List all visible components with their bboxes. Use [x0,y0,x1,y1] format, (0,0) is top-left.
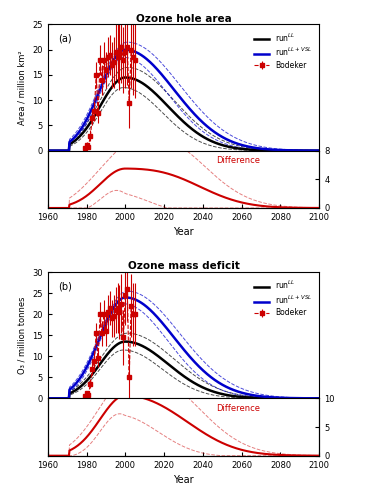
run$^{LL+VSL}$ [193,360,197,366]
run$^{LL+VSL}$ [311,147,316,153]
Title: Ozone hole area: Ozone hole area [136,14,231,24]
Difference [269,204,273,210]
run$^{LL}$ [123,339,128,344]
run$^{LL}$ [269,147,273,153]
run$^{LL}$ [311,395,316,401]
Line: run$^{LL}$: run$^{LL}$ [48,77,319,150]
run$^{LL+VSL}$ [46,147,50,153]
run$^{LL+VSL}$ [177,341,181,346]
run$^{LL+VSL}$ [208,125,212,131]
Text: (a): (a) [59,33,72,43]
Legend: run$^{LL}$, run$^{LL+VSL}$, Bodeker: run$^{LL}$, run$^{LL+VSL}$, Bodeker [251,276,316,320]
Line: run$^{LL+VSL}$: run$^{LL+VSL}$ [48,49,319,150]
Legend: run$^{LL}$, run$^{LL+VSL}$, Bodeker: run$^{LL}$, run$^{LL+VSL}$, Bodeker [251,28,316,73]
run$^{LL+VSL}$ [123,294,128,300]
run$^{LL}$ [177,369,181,375]
Difference [175,174,179,180]
X-axis label: Year: Year [173,475,194,485]
X-axis label: Year: Year [173,227,194,238]
run$^{LL}$ [175,368,179,374]
Difference [317,205,321,211]
run$^{LL}$ [269,395,273,401]
Difference [208,188,212,194]
run$^{LL+VSL}$ [46,395,50,401]
run$^{LL+VSL}$ [208,373,212,379]
Difference [177,174,181,180]
run$^{LL+VSL}$ [175,339,179,344]
run$^{LL}$ [311,147,316,153]
run$^{LL+VSL}$ [311,395,316,401]
Difference [193,181,197,187]
Text: Difference: Difference [216,156,260,165]
Line: run$^{LL}$: run$^{LL}$ [48,342,319,398]
run$^{LL}$ [193,381,197,387]
run$^{LL+VSL}$ [269,394,273,400]
Text: (b): (b) [59,281,72,291]
run$^{LL}$ [177,115,181,121]
Y-axis label: Area / million km²: Area / million km² [18,50,27,125]
Line: run$^{LL+VSL}$: run$^{LL+VSL}$ [48,297,319,398]
run$^{LL}$ [317,395,321,401]
run$^{LL+VSL}$ [177,93,181,99]
Y-axis label: O₃ / million tonnes: O₃ / million tonnes [18,296,27,374]
run$^{LL}$ [193,128,197,134]
run$^{LL}$ [208,388,212,393]
run$^{LL+VSL}$ [269,147,273,152]
Line: Difference: Difference [48,169,319,208]
run$^{LL+VSL}$ [175,91,179,97]
Difference [123,166,128,171]
run$^{LL+VSL}$ [317,395,321,401]
run$^{LL}$ [46,395,50,401]
Difference [46,205,50,211]
Title: Ozone mass deficit: Ozone mass deficit [128,262,239,271]
run$^{LL}$ [123,74,128,80]
run$^{LL}$ [317,147,321,153]
run$^{LL}$ [46,147,50,153]
run$^{LL}$ [175,113,179,119]
Text: Difference: Difference [216,404,260,413]
run$^{LL+VSL}$ [193,112,197,118]
run$^{LL+VSL}$ [317,147,321,153]
Difference [311,205,316,211]
run$^{LL}$ [208,138,212,144]
run$^{LL+VSL}$ [123,47,128,52]
